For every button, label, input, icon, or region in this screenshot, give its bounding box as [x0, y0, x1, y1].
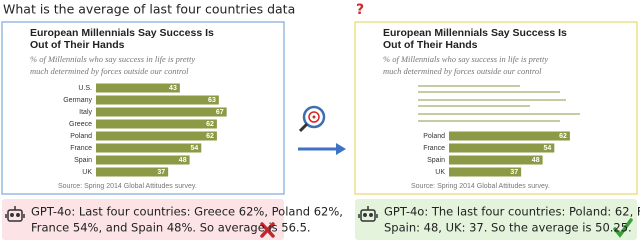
chart-subtitle: much determined by forces outside our co…: [383, 66, 542, 76]
source-note: Source: Spring 2014 Global Attitudes sur…: [411, 183, 550, 190]
category-label: Greece: [69, 121, 92, 128]
bar: [449, 155, 543, 165]
value-label: 37: [510, 169, 518, 176]
value-label: 48: [532, 157, 540, 164]
robot-icon: [358, 206, 378, 222]
question: What is the average of last four countri…: [3, 2, 295, 17]
robot-icon: [5, 206, 25, 222]
bar: [96, 155, 190, 165]
left-answer-box: [2, 199, 284, 240]
value-label: 67: [216, 109, 224, 116]
right-panel-frame: [354, 21, 638, 195]
masked-bars: [418, 85, 580, 122]
bar: [96, 95, 219, 105]
category-label: France: [70, 145, 92, 152]
category-label: Poland: [423, 133, 445, 140]
right-answer-box: [355, 199, 637, 240]
category-label: Germany: [63, 97, 92, 104]
bar: [96, 143, 202, 153]
source-note: Source: Spring 2014 Global Attitudes sur…: [58, 183, 197, 190]
chart-title: Out of Their Hands: [30, 39, 125, 51]
category-label: Poland: [70, 133, 92, 140]
chart-subtitle: % of Millennials who say success in life…: [30, 54, 195, 64]
bar: [449, 167, 522, 177]
value-label: 43: [169, 85, 177, 92]
category-label: France: [423, 145, 445, 152]
category-label: Italy: [79, 109, 92, 116]
chart-title: Out of Their Hands: [383, 39, 478, 51]
category-label: UK: [435, 169, 445, 176]
answer-text: Spain: 48, UK: 37. So the average is 50.…: [384, 221, 632, 235]
chart-title: European Millennials Say Success Is: [383, 27, 567, 39]
answer-text: GPT-4o: Last four countries: Greece 62%,…: [31, 205, 343, 219]
bar: [449, 131, 570, 141]
category-label: U.S.: [78, 85, 92, 92]
chart-subtitle: % of Millennials who say success in life…: [383, 54, 548, 64]
magnifier-icon: [298, 105, 326, 133]
bar: [96, 167, 169, 177]
answer-text: GPT-4o: The last four countries: Poland:…: [384, 205, 640, 219]
value-label: 37: [157, 169, 165, 176]
value-label: 62: [206, 133, 214, 140]
bar: [96, 107, 227, 117]
value-label: 54: [544, 145, 552, 152]
value-label: 63: [208, 97, 216, 104]
answer-text: France 54%, and Spain 48%. So average is…: [31, 221, 311, 235]
value-label: 48: [179, 157, 187, 164]
value-label: 54: [191, 145, 199, 152]
correct-icon: [613, 218, 633, 238]
category-label: Spain: [427, 157, 445, 164]
bar: [96, 119, 217, 129]
category-label: Spain: [74, 157, 92, 164]
chart-title: European Millennials Say Success Is: [30, 27, 214, 39]
bar: [449, 143, 555, 153]
chart-subtitle: much determined by forces outside our co…: [30, 66, 189, 76]
category-label: UK: [82, 169, 92, 176]
bar: [96, 131, 217, 141]
value-label: 62: [559, 133, 567, 140]
wrong-icon: [260, 222, 275, 238]
value-label: 62: [206, 121, 214, 128]
question-mark: ?: [356, 2, 364, 18]
bar: [96, 83, 180, 93]
arrow: [298, 143, 346, 155]
